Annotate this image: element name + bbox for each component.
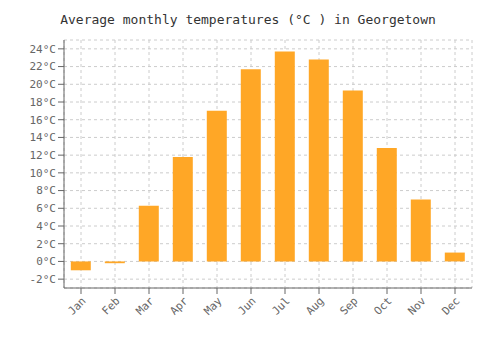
svg-text:Aug: Aug [303, 294, 326, 317]
svg-text:18°C: 18°C [30, 96, 57, 109]
svg-text:20°C: 20°C [30, 78, 57, 91]
svg-text:4°C: 4°C [36, 220, 56, 233]
svg-text:6°C: 6°C [36, 202, 56, 215]
svg-text:Jun: Jun [235, 294, 258, 317]
svg-text:Sep: Sep [337, 294, 360, 317]
svg-text:2°C: 2°C [36, 238, 56, 251]
svg-text:22°C: 22°C [30, 60, 57, 73]
svg-text:May: May [201, 294, 225, 318]
svg-text:Oct: Oct [371, 294, 394, 317]
svg-text:10°C: 10°C [30, 167, 57, 180]
svg-text:16°C: 16°C [30, 114, 57, 127]
svg-text:Jan: Jan [65, 294, 88, 317]
svg-text:8°C: 8°C [36, 184, 56, 197]
svg-text:24°C: 24°C [30, 43, 57, 56]
html-text:Average monthly temperatures (: Average monthly temperatures (°C ) in Ge… [60, 12, 436, 27]
svg-text:0°C: 0°C [36, 255, 56, 268]
svg-text:Dec: Dec [439, 294, 462, 317]
svg-text:12°C: 12°C [30, 149, 57, 162]
svg-text:-2°C: -2°C [30, 273, 57, 286]
svg-text:Apr: Apr [167, 294, 191, 318]
svg-text:Feb: Feb [99, 294, 122, 317]
svg-text:Jul: Jul [269, 294, 292, 317]
svg-text:Mar: Mar [133, 294, 157, 318]
svg-text:14°C: 14°C [30, 131, 57, 144]
svg-text:Nov: Nov [405, 294, 429, 318]
